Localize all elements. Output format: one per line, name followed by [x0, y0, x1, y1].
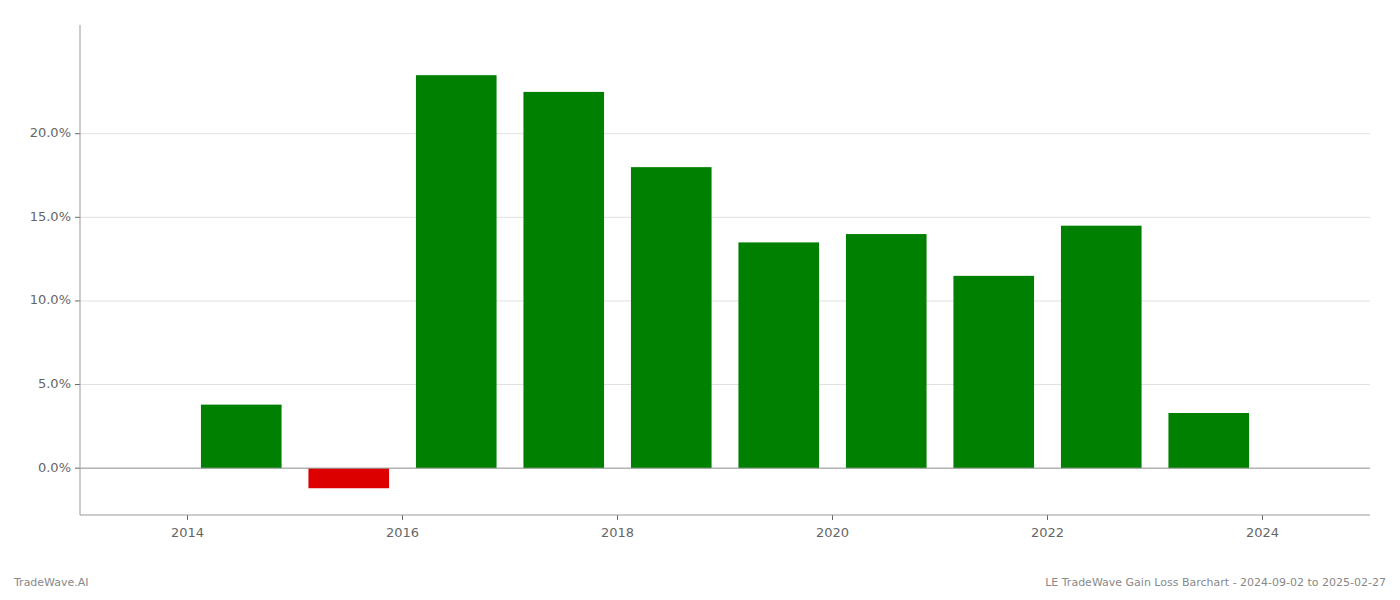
bar — [523, 92, 604, 468]
grid — [80, 134, 1370, 468]
x-tick-label: 2014 — [171, 525, 204, 540]
grid-line — [80, 217, 1370, 218]
x-tick-label: 2024 — [1246, 525, 1279, 540]
footer-text: TradeWave.AI — [13, 576, 89, 589]
y-tick-label: 10.0% — [30, 292, 71, 307]
x-axis-line — [80, 515, 1370, 516]
bar — [953, 276, 1034, 468]
bar — [1168, 413, 1249, 468]
x-tick — [1047, 515, 1048, 520]
x-tick — [832, 515, 833, 520]
y-tick-label: 0.0% — [38, 460, 71, 475]
y-axis-line — [80, 25, 81, 515]
grid-line — [80, 384, 1370, 385]
zero-line — [80, 468, 1370, 469]
bar — [416, 75, 497, 468]
bar — [631, 167, 712, 468]
bar — [738, 242, 819, 468]
x-tick — [617, 515, 618, 520]
chart-svg: 0.0% 5.0% 10.0% 15.0% 20.0% 2014 2016 2018 2020 2… — [0, 0, 1400, 600]
y-tick-label: 20.0% — [30, 125, 71, 140]
x-tick-label: 2016 — [386, 525, 419, 540]
y-tick — [75, 468, 80, 469]
x-tick — [187, 515, 188, 520]
y-tick — [75, 217, 80, 218]
bar — [308, 468, 389, 488]
bar — [846, 234, 927, 468]
x-tick-label: 2020 — [816, 525, 849, 540]
chart-container: 0.0% 5.0% 10.0% 15.0% 20.0% 2014 2016 2018 2020 2… — [0, 0, 1400, 600]
y-tick-label: 15.0% — [30, 209, 71, 224]
x-tick — [1262, 515, 1263, 520]
y-tick — [75, 384, 80, 385]
footer-text: LE TradeWave Gain Loss Barchart - 2024-0… — [1045, 576, 1386, 589]
x-tick — [402, 515, 403, 520]
x-tick-label: 2022 — [1031, 525, 1064, 540]
bars — [201, 75, 1249, 488]
bar — [1061, 226, 1142, 468]
y-tick — [75, 133, 80, 134]
grid-line — [80, 468, 1370, 469]
y-tick-label: 5.0% — [38, 376, 71, 391]
y-tick — [75, 300, 80, 301]
grid-line — [80, 300, 1370, 301]
grid-line — [80, 133, 1370, 134]
bar — [201, 405, 282, 469]
x-tick-label: 2018 — [601, 525, 634, 540]
